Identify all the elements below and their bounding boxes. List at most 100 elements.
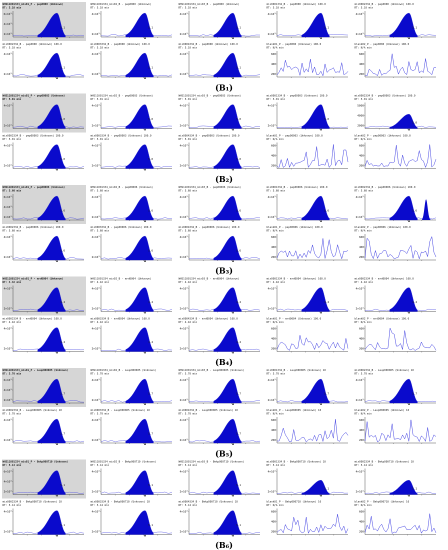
panel-header-line2: RT: 4.42 min	[91, 280, 110, 284]
y-tick-label: 4×10⁵	[356, 195, 365, 199]
chromatogram-panel: blank02_P - pep0000 (Unknown) 100.0RT: N…	[355, 42, 437, 78]
peak-label: 5.6	[60, 249, 65, 253]
y-tick-label: 4×10⁵	[356, 12, 365, 16]
chromatogram-panel: WHS11001334_mis01_P - mrd0004 (Unknown)R…	[2, 276, 86, 316]
retention-marker	[144, 311, 147, 314]
y-tick-label: 2×10⁵	[180, 72, 189, 76]
y-tick-label: 2×10⁵	[4, 255, 13, 259]
panel-header-line2: RT: 5.70 min	[179, 411, 198, 415]
y-tick-label: 4×10⁵	[92, 104, 101, 108]
panel-header-line2: RT: 5.70 min	[179, 371, 198, 375]
retention-marker	[144, 260, 147, 262]
peak-area	[125, 52, 154, 78]
peak-area	[125, 327, 154, 352]
y-tick-label: 2×10⁵	[268, 307, 277, 311]
panel-header-line1: mix0003334_B - mrd0004 (Unknown) 100.0	[91, 317, 151, 321]
panel-header-line1: blank01_P - pep00003 (Unknown) 100.0	[267, 134, 324, 138]
chromatogram-panel: WHS11001334_mix02_B - Leup000005 (Unknow…	[91, 368, 173, 405]
peak-label: 5.0	[60, 157, 65, 161]
y-tick-label: 4×10⁵	[92, 144, 101, 148]
group-caption: (B₆)	[215, 540, 233, 550]
peak-area	[213, 52, 242, 78]
panel-header-line2: RT: 5.01 min	[179, 97, 198, 101]
chromatogram-panel: mix0002334_B - Bekp000710 (Unknown) 10RT…	[3, 500, 85, 537]
retention-marker	[56, 128, 59, 131]
retention-marker	[232, 311, 235, 314]
retention-marker	[56, 443, 59, 445]
peak-area	[125, 104, 154, 129]
panel-header-line2: RT: 5.01 min	[355, 97, 374, 101]
panel-header-line2: RT: N/A min	[355, 45, 373, 49]
y-tick-label: 4×10⁵	[180, 52, 189, 56]
chromatogram-panel: WHS11001334_mix03_B - pep00006 (Unknown)…	[179, 185, 261, 222]
retention-marker	[56, 351, 59, 354]
panel-header-line1: mix0003334_B - Bekp000710 (Unknown) 10	[91, 500, 151, 504]
retention-marker	[144, 443, 147, 445]
chromatogram-panel: WHS11001334_mix02_B - Bekp000710 (Unknow…	[91, 460, 173, 497]
panel-header-line1: WHS11001334_mix02_B - pep00006 (Unknown)	[91, 185, 154, 189]
y-tick-label: 2×10⁵	[4, 530, 13, 534]
panel-header-line1: blank02_P - mrd0004 (Unknown) 100.0	[355, 317, 410, 321]
y-tick-label: 2×10⁵	[4, 215, 13, 219]
noise-trace	[364, 513, 437, 534]
panel-header-line1: WHS11001334_mix03_B - mrd0004 (Unknown)	[179, 277, 240, 281]
y-tick-label: 200	[359, 164, 364, 168]
y-tick-label: 2×10⁵	[4, 347, 13, 351]
chromatogram-panel: mix0004334_B - pep00003 (Unknown) 100.0R…	[179, 134, 261, 171]
y-tick-label: 200	[271, 255, 276, 259]
panel-header-line2: RT: 5.10 min	[3, 45, 22, 49]
peak-label: 5.0	[236, 117, 241, 121]
peak-area	[213, 418, 242, 444]
y-tick-label: 2×10⁵	[4, 398, 13, 402]
retention-marker	[320, 311, 323, 314]
retention-marker	[56, 77, 59, 79]
peak-area	[125, 510, 154, 535]
y-tick-label: 4×10⁵	[268, 378, 277, 382]
y-tick-label: 6×10⁵	[4, 470, 13, 474]
y-tick-label: 200	[359, 347, 364, 351]
chromatogram-panel: mix0001334_B - Bekp000710 (Unknown) 10RT…	[267, 460, 349, 497]
chromatogram-panel: WHS11001334_mis01_P - pep00003 (Unknown)…	[2, 93, 86, 133]
retention-marker	[232, 403, 235, 405]
retention-marker	[144, 128, 147, 131]
y-tick-label: 4000	[357, 114, 364, 118]
y-tick-label: 2×10⁵	[356, 215, 365, 219]
panel-header-line1: blank02_P - pep0000 (Unknown) 100.0	[355, 42, 410, 46]
panel-header-line1: mix0002334_B - mrd0004 (Unknown) 100.0	[355, 277, 415, 281]
panel-header-line1: mix0003334_B - pep00003 (Unknown) 100.0	[91, 134, 152, 138]
peak-label: 5.6	[236, 249, 241, 253]
panel-header-line2: RT: 5.10 min	[355, 5, 374, 9]
y-tick-label: 2×10⁵	[92, 164, 101, 168]
retention-marker	[232, 37, 235, 39]
y-tick-label: 2×10⁵	[92, 347, 101, 351]
panel-header-line1: blank01_P - Leup000005 (Unknown) 10	[267, 408, 322, 412]
y-tick-label: 6×10⁵	[4, 12, 13, 16]
peak-area	[125, 287, 154, 312]
chromatogram-panel: mix0004334_B - pep0000 (Unknown) 100.0RT…	[179, 42, 261, 79]
peak-label: 5.6	[148, 249, 153, 253]
panel-header-line2: RT: 5.60 min	[3, 188, 22, 192]
y-tick-label: 2×10⁵	[4, 32, 13, 36]
y-tick-label: 200	[271, 530, 276, 534]
group-caption: (B₅)	[215, 449, 233, 459]
retention-marker	[408, 128, 411, 131]
y-tick-label: 200	[271, 438, 276, 442]
panel-header-line2: RT: N/A min	[267, 45, 285, 49]
peak-area	[389, 287, 418, 312]
y-tick-label: 600	[359, 235, 364, 239]
y-tick-label: 2×10⁵	[92, 215, 101, 219]
y-tick-label: 4×10⁵	[4, 52, 13, 56]
panel-header-line1: WHS11001334_mix02_B - Bekp000710 (Unknow…	[91, 460, 157, 464]
retention-marker	[144, 168, 147, 171]
y-tick-label: 4×10⁵	[180, 378, 189, 382]
y-tick-label: 4×10⁵	[268, 104, 277, 108]
peak-label: 5.0	[148, 157, 153, 161]
y-tick-label: 2×10⁵	[268, 490, 277, 494]
peak-area	[37, 470, 66, 495]
peak-label: 4.4	[324, 300, 329, 304]
y-tick-label: 2×10⁵	[180, 398, 189, 402]
y-tick-label: 2×10⁵	[92, 72, 101, 76]
peak-label: 5.7	[412, 392, 417, 396]
chromatogram-panel: blank01_P - pep00003 (Unknown) 100.0RT: …	[267, 134, 349, 170]
peak-label: 5.1	[60, 26, 65, 30]
